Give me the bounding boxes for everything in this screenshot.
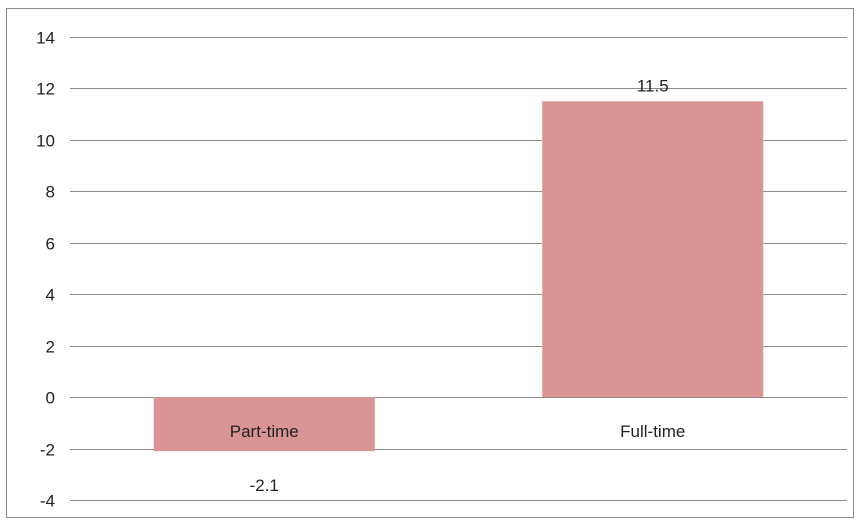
y-tick-label: 12 bbox=[36, 80, 55, 99]
y-tick-label: -4 bbox=[40, 492, 55, 511]
y-tick-label: 2 bbox=[46, 338, 55, 357]
data-label: -2.1 bbox=[250, 476, 279, 495]
bar-part-time bbox=[153, 397, 375, 452]
category-label: Part-time bbox=[230, 422, 299, 441]
y-tick-label: 6 bbox=[46, 235, 55, 254]
bar-full-time bbox=[542, 101, 764, 398]
category-label: Full-time bbox=[620, 422, 685, 441]
data-label: 11.5 bbox=[637, 76, 669, 95]
bars bbox=[153, 101, 764, 452]
y-tick-label: 14 bbox=[36, 29, 55, 48]
y-tick-label: 4 bbox=[46, 286, 55, 305]
y-tick-label: 8 bbox=[46, 183, 55, 202]
y-tick-label: -2 bbox=[40, 441, 55, 460]
y-tick-label: 0 bbox=[46, 389, 55, 408]
labels: Part-time -2.1 Full-time 11.5 bbox=[230, 76, 686, 495]
y-tick-label: 10 bbox=[36, 132, 55, 151]
y-axis-tick-labels: 14 12 10 8 6 4 2 0 -2 -4 bbox=[36, 29, 55, 511]
